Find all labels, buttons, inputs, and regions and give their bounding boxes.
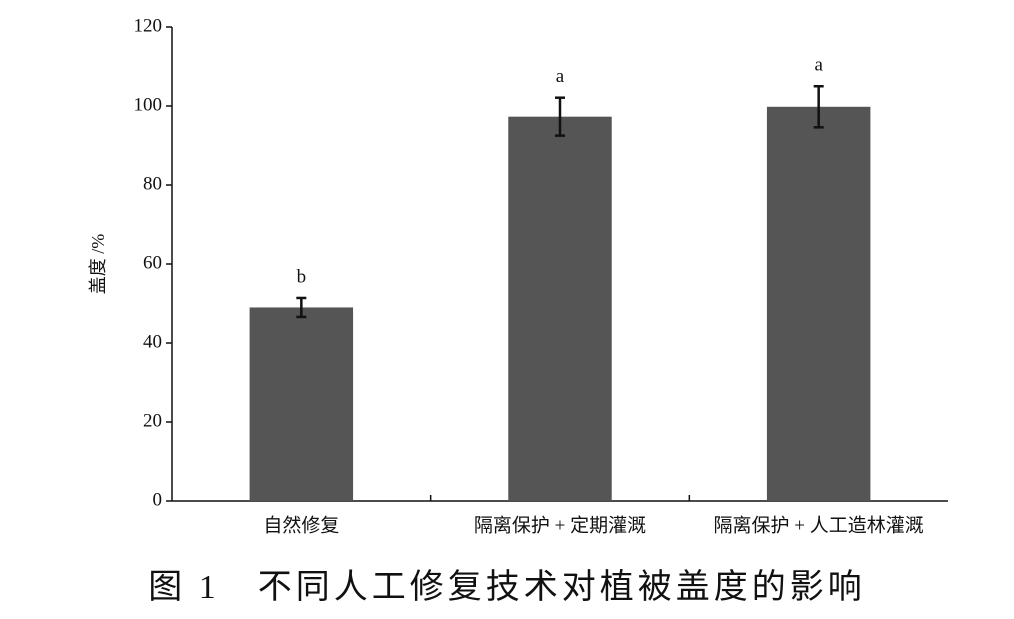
error-bar	[296, 296, 307, 319]
bar	[766, 106, 871, 501]
y-tick-label: 120	[134, 15, 163, 36]
significance-letter: b	[297, 266, 307, 287]
error-bar	[555, 96, 565, 137]
y-tick-label: 80	[143, 173, 162, 194]
bar	[249, 307, 354, 501]
y-axis-label: 盖度 /%	[88, 234, 108, 295]
y-tick-label: 100	[134, 94, 163, 115]
x-tick-label: 隔离保护 + 定期灌溉	[474, 514, 646, 536]
x-tick-label: 自然修复	[263, 514, 339, 536]
caption: 图 1 不同人工修复技术对植被盖度的影响	[148, 568, 866, 606]
y-tick-label: 40	[143, 331, 162, 352]
y-tick-label: 60	[143, 252, 162, 273]
significance-letter: a	[814, 55, 823, 76]
error-bar	[813, 85, 824, 129]
y-tick-label: 0	[153, 489, 163, 510]
significance-letter: a	[556, 66, 565, 87]
bar	[508, 116, 612, 501]
x-tick-label: 隔离保护 + 人工造林灌溉	[714, 514, 924, 536]
y-tick-label: 20	[143, 410, 162, 431]
